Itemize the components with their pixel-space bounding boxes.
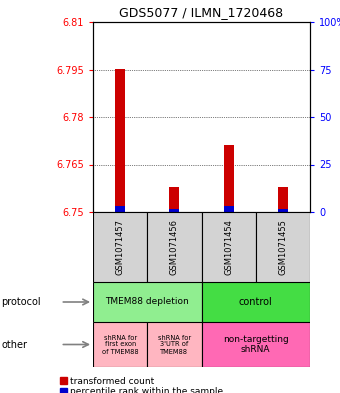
Text: GSM1071456: GSM1071456 (170, 219, 179, 275)
Text: shRNA for
first exon
of TMEM88: shRNA for first exon of TMEM88 (102, 334, 138, 354)
Bar (170, 187, 179, 212)
Text: other: other (1, 340, 27, 349)
Bar (278, 209, 288, 212)
Bar (115, 206, 125, 212)
Bar (93, 282, 202, 322)
Bar (224, 145, 234, 212)
Bar (278, 187, 288, 212)
Text: TMEM88 depletion: TMEM88 depletion (105, 298, 189, 307)
Text: shRNA for
3'UTR of
TMEM88: shRNA for 3'UTR of TMEM88 (158, 334, 191, 354)
Bar (93, 322, 147, 367)
Text: GSM1071457: GSM1071457 (116, 219, 125, 275)
Text: GSM1071455: GSM1071455 (278, 219, 287, 275)
Bar (224, 206, 234, 212)
Bar (202, 282, 310, 322)
Bar (170, 209, 179, 212)
Bar (147, 322, 202, 367)
Text: non-targetting
shRNA: non-targetting shRNA (223, 335, 289, 354)
Bar (147, 212, 202, 282)
Legend: transformed count, percentile rank within the sample: transformed count, percentile rank withi… (59, 376, 223, 393)
Text: protocol: protocol (1, 297, 41, 307)
Bar (202, 212, 256, 282)
Bar (93, 212, 147, 282)
Title: GDS5077 / ILMN_1720468: GDS5077 / ILMN_1720468 (119, 6, 284, 19)
Bar (115, 70, 125, 212)
Bar (256, 212, 310, 282)
Text: control: control (239, 297, 273, 307)
Text: GSM1071454: GSM1071454 (224, 219, 233, 275)
Bar (202, 322, 310, 367)
